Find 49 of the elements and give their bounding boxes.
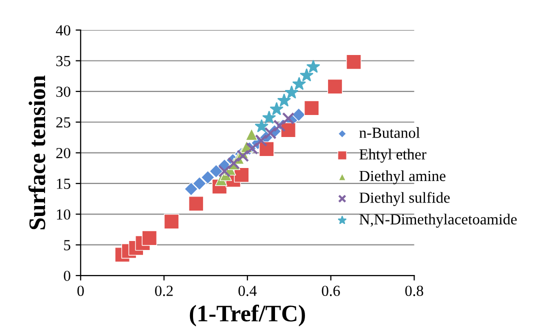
point — [262, 110, 276, 124]
x-axis-title: (1-Tref/TC) — [190, 304, 305, 326]
point — [246, 142, 258, 155]
legend-label: Diethyl amine — [359, 170, 446, 184]
y-tick-label: 0 — [64, 270, 70, 281]
point — [188, 196, 204, 212]
point — [258, 141, 274, 157]
point — [264, 126, 277, 140]
point — [300, 68, 314, 82]
x-tick-label: 0.4 — [238, 286, 257, 296]
point — [200, 170, 215, 184]
y-tick-label: 5 — [64, 240, 70, 250]
point — [142, 230, 158, 246]
point — [278, 94, 291, 106]
point — [270, 102, 284, 115]
point — [282, 112, 294, 125]
point — [164, 214, 180, 230]
point — [236, 150, 250, 162]
x-tick-label: 0.6 — [322, 286, 340, 296]
point — [304, 100, 320, 116]
y-tick-label: 25 — [56, 117, 70, 128]
point — [273, 120, 286, 132]
point — [209, 164, 224, 178]
point — [306, 60, 320, 73]
point — [254, 120, 268, 132]
y-tick-label: 10 — [56, 209, 70, 220]
point — [245, 128, 258, 141]
y-tick-label: 40 — [56, 25, 70, 36]
y-tick-label: 15 — [56, 178, 70, 189]
point — [192, 176, 206, 190]
x-tick-label: 0.8 — [405, 286, 424, 296]
x-tick-label: 0.2 — [155, 286, 173, 296]
y-axis-title: Surface tension — [28, 75, 46, 230]
x-tick-label: 0 — [77, 286, 84, 296]
point — [254, 134, 268, 147]
y-tick-label: 30 — [56, 86, 70, 97]
point — [218, 165, 231, 178]
point — [292, 77, 306, 90]
point — [327, 78, 343, 94]
point — [292, 108, 306, 122]
point — [285, 86, 298, 98]
legend-label: N,N-Dimethylacetoamide — [359, 214, 517, 228]
legend-label: n-Butanol — [359, 127, 420, 138]
point — [184, 182, 198, 196]
legend-label: Diethyl sulfide — [359, 192, 450, 206]
point — [346, 54, 362, 70]
y-tick-label: 35 — [56, 56, 70, 66]
y-tick-label: 20 — [56, 148, 70, 158]
legend-label: Ehtyl ether — [359, 148, 426, 163]
